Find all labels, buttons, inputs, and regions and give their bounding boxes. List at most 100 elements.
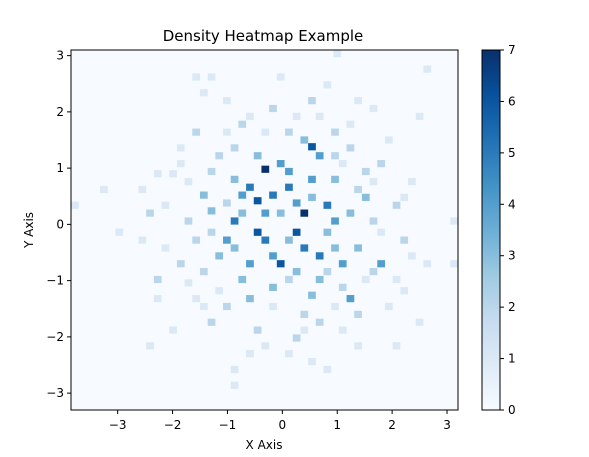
heatmap-cell: [192, 295, 201, 303]
heatmap-cell: [354, 342, 362, 350]
y-tick-label: 2: [56, 105, 64, 119]
heatmap-cell: [192, 128, 201, 136]
heatmap-cell: [192, 73, 201, 81]
heatmap-cell: [285, 167, 293, 176]
heatmap-cell: [323, 228, 332, 236]
heatmap-cell: [246, 112, 254, 120]
y-axis: −3 −2 −1 0 1 2 3: [46, 49, 71, 400]
heatmap-cell: [384, 136, 393, 144]
y-axis-label: Y Axis: [22, 212, 36, 249]
heatmap-cell: [238, 191, 247, 199]
heatmap-cell: [377, 260, 386, 268]
heatmap-cell: [215, 152, 224, 160]
heatmap-cell: [308, 175, 316, 183]
heatmap-cell: [238, 275, 247, 284]
heatmap-cell: [253, 228, 262, 236]
heatmap-cell: [269, 191, 277, 199]
heatmap-cell: [346, 295, 355, 303]
heatmap-cell: [246, 183, 254, 191]
heatmap-cell: [315, 318, 324, 326]
heatmap-cell: [400, 287, 409, 295]
x-tick-label: −1: [219, 418, 237, 432]
heatmap-cell: [333, 50, 342, 58]
colorbar-tick-label: 7: [508, 43, 516, 57]
heatmap-cell: [269, 104, 277, 113]
heatmap-cell: [285, 183, 293, 191]
heatmap-cell: [308, 291, 316, 299]
heatmap-cell: [308, 193, 316, 201]
heatmap-cell: [207, 228, 216, 236]
colorbar-tick-label: 3: [508, 249, 516, 263]
heatmap-cell: [276, 260, 285, 268]
heatmap-cell: [354, 310, 362, 318]
heatmap-cell: [161, 244, 170, 252]
heatmap-cell: [323, 201, 332, 209]
heatmap-cell: [207, 167, 216, 176]
heatmap-cell: [392, 275, 401, 284]
heatmap-cell: [354, 185, 362, 194]
heatmap-cell: [269, 283, 277, 291]
heatmap-cell: [400, 193, 409, 201]
heatmap-cell: [300, 326, 309, 334]
heatmap-cell: [361, 193, 370, 201]
heatmap-cell: [308, 143, 316, 151]
heatmap-cell: [253, 152, 262, 160]
y-tick-label: −2: [46, 330, 64, 344]
heatmap-cell: [261, 165, 270, 173]
heatmap-cell: [408, 252, 416, 260]
heatmap-cell: [346, 209, 355, 217]
heatmap-cell: [415, 318, 424, 326]
heatmap-cell: [338, 260, 347, 268]
heatmap-cell: [276, 209, 285, 217]
heatmap-cell: [223, 302, 231, 311]
colorbar-gradient: [481, 49, 501, 411]
heatmap-cell: [176, 260, 185, 268]
heatmap-cell: [423, 65, 432, 73]
heatmap-cell: [161, 201, 170, 209]
x-tick-label: 3: [443, 418, 451, 432]
heatmap-cell: [369, 268, 378, 276]
heatmap-cell: [354, 244, 362, 252]
heatmap-cell: [292, 112, 301, 120]
heatmap-cell: [292, 199, 301, 207]
x-tick-label: −2: [164, 418, 182, 432]
heatmap-cell: [215, 252, 224, 260]
heatmap-cell: [199, 302, 208, 311]
heatmap-cell: [285, 350, 293, 358]
heatmap-cell: [146, 342, 154, 350]
heatmap-base: [71, 50, 458, 410]
heatmap-cell: [253, 326, 262, 334]
heatmap-cell: [223, 97, 231, 105]
heatmap-cell: [369, 104, 378, 113]
heatmap-cell: [323, 268, 332, 276]
heatmap-cell: [308, 358, 316, 366]
heatmap-cell: [415, 112, 424, 120]
colorbar-tick-label: 4: [508, 197, 516, 211]
x-tick-label: 2: [388, 418, 396, 432]
heatmap-cell: [354, 97, 362, 105]
heatmap-cell: [384, 302, 393, 311]
heatmap-cell: [392, 201, 401, 209]
y-tick-label: 0: [56, 217, 64, 231]
heatmap-cell: [285, 128, 293, 136]
heatmap-cell: [361, 167, 370, 176]
heatmap-cell: [199, 268, 208, 276]
chart-title: Density Heatmap Example: [163, 27, 364, 45]
heatmap-cell: [331, 302, 339, 311]
heatmap-cell: [253, 197, 262, 205]
colorbar-tick-label: 2: [508, 300, 516, 314]
heatmap-cell: [315, 252, 324, 260]
heatmap-cell: [338, 283, 347, 291]
heatmap-cell: [276, 160, 285, 168]
colorbar-tick-label: 0: [508, 403, 516, 417]
heatmap-cell: [331, 244, 339, 252]
heatmap-cell: [153, 275, 162, 284]
heatmap-cell: [300, 136, 309, 144]
heatmap-cell: [331, 152, 339, 160]
heatmap-cell: [71, 201, 79, 209]
heatmap-cell: [261, 236, 270, 244]
heatmap-cell: [315, 112, 324, 120]
heatmap-cell: [269, 302, 277, 311]
heatmap-cell: [369, 178, 378, 186]
